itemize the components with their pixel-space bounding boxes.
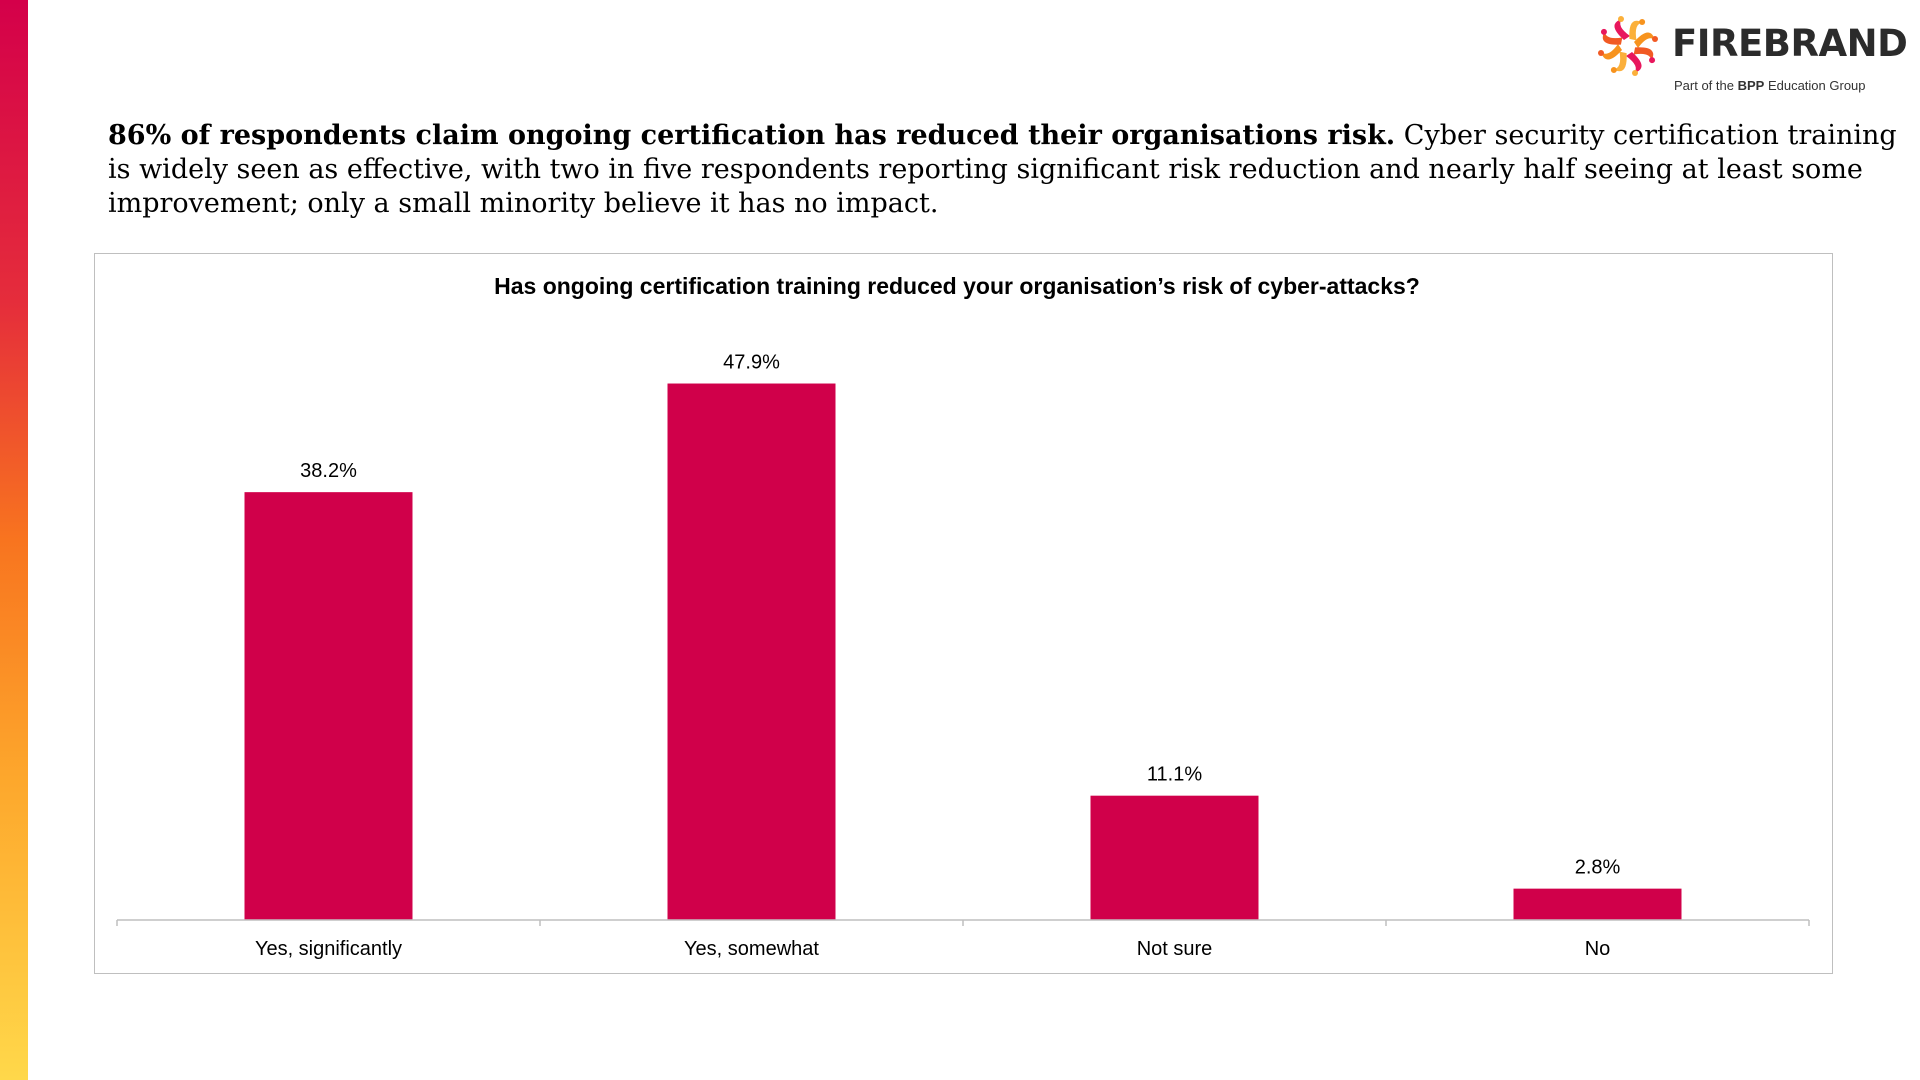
- pinwheel-dot: [1610, 67, 1617, 74]
- category-label: Yes, somewhat: [684, 938, 819, 960]
- bar-chart: Has ongoing certification training reduc…: [116, 273, 1810, 960]
- bar-value-label: 11.1%: [1147, 764, 1202, 786]
- pinwheel-blade: [1610, 51, 1627, 74]
- category-label: Not sure: [1137, 938, 1213, 960]
- pinwheel-blade: [1600, 28, 1623, 45]
- x-axis: Yes, significantly Yes, somewhat Not sure N…: [116, 919, 1810, 960]
- pinwheel-dot: [1600, 28, 1607, 35]
- pinwheel-blade: [1626, 52, 1642, 76]
- firebrand-logo: FIREBRAND Part of the BPP Education Grou…: [1596, 14, 1908, 98]
- bar-series: 38.2% 47.9% 11.1% 2.8%: [244, 352, 1682, 920]
- pinwheel-dot: [1649, 57, 1656, 64]
- pinwheel-dot: [1632, 70, 1638, 76]
- pinwheel-blade: [1633, 47, 1656, 64]
- brand-tagline-brand: BPP: [1737, 78, 1765, 93]
- pinwheel-blade: [1598, 44, 1622, 60]
- firebrand-pinwheel-icon: [1598, 16, 1658, 76]
- bar: [667, 383, 836, 920]
- bar: [244, 492, 413, 920]
- pinwheel-dot: [1639, 18, 1646, 25]
- pinwheel-dot: [1598, 50, 1604, 56]
- brand-tagline-prefix: Part of the: [1674, 78, 1738, 93]
- bar-value-label: 2.8%: [1575, 857, 1621, 879]
- headline-body: Cyber security certification training is…: [108, 120, 1897, 219]
- chart-container: Has ongoing certification training reduc…: [94, 253, 1833, 974]
- bar-value-label: 47.9%: [723, 352, 780, 374]
- category-label: No: [1585, 938, 1611, 960]
- bar-value-label: 38.2%: [300, 460, 357, 482]
- pinwheel-blade: [1634, 32, 1658, 48]
- side-gradient-stripe: [0, 0, 28, 1080]
- bar: [1513, 888, 1682, 920]
- pinwheel-dot: [1652, 36, 1658, 42]
- brand-tagline-suffix: Education Group: [1764, 78, 1866, 93]
- chart-title: Has ongoing certification training reduc…: [494, 273, 1420, 299]
- pinwheel-dot: [1618, 16, 1624, 22]
- brand-tagline: Part of the BPP Education Group: [1674, 78, 1866, 93]
- brand-name: FIREBRAND: [1672, 22, 1908, 65]
- category-label: Yes, significantly: [255, 938, 402, 960]
- bar: [1090, 795, 1259, 920]
- headline-lead: 86% of respondents claim ongoing certifi…: [108, 120, 1396, 151]
- pinwheel-blade: [1629, 18, 1646, 41]
- pinwheel-blade: [1614, 16, 1630, 40]
- headline: 86% of respondents claim ongoing certifi…: [108, 119, 1898, 221]
